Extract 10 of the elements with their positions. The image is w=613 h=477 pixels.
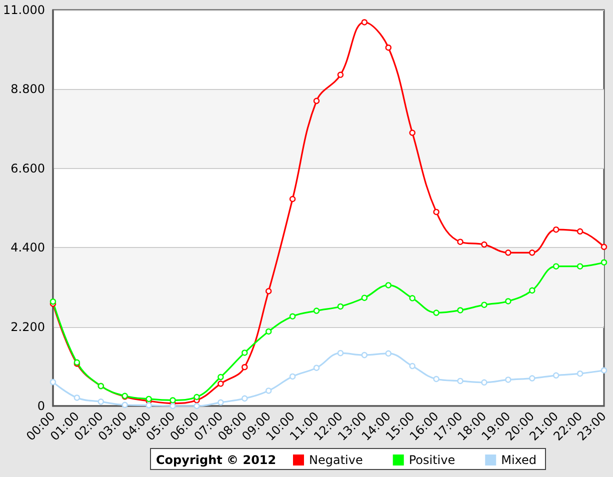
legend-title: Copyright © 2012 (156, 453, 276, 467)
legend-label: Mixed (501, 453, 537, 467)
y-tick-label: 2.200 (10, 320, 45, 334)
y-tick-label: 8.800 (10, 82, 45, 96)
y-tick-label: 0 (37, 399, 45, 413)
y-tick-label: 6.600 (10, 161, 45, 176)
y-tick-label: 11.000 (2, 3, 45, 17)
y-tick-label: 4.400 (10, 240, 45, 255)
legend-label: Negative (309, 453, 363, 467)
legend-label: Positive (408, 453, 456, 467)
